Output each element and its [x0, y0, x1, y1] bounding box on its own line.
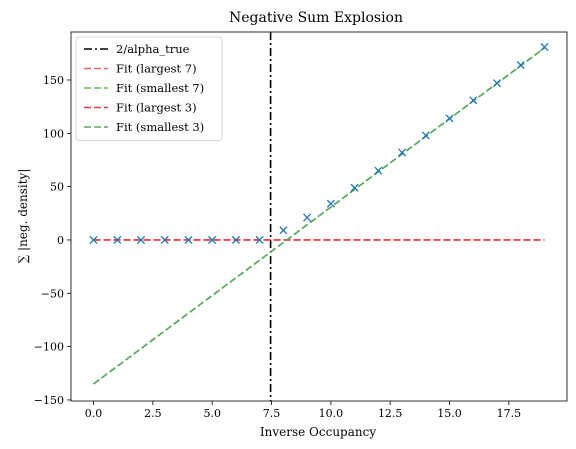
x-tick-label: 5.0 — [203, 407, 221, 420]
data-point — [350, 183, 359, 192]
data-point-stroke — [398, 148, 407, 157]
legend-label: Fit (smallest 3) — [116, 120, 204, 134]
x-tick-label: 0.0 — [85, 407, 103, 420]
legend-item: 2/alpha_true — [84, 42, 190, 56]
y-tick-label: 100 — [43, 127, 64, 140]
data-point — [89, 235, 98, 245]
legend-item: Fit (smallest 3) — [84, 120, 204, 134]
data-point — [398, 148, 407, 157]
series-line-5 — [93, 47, 545, 385]
y-tick-label: −150 — [34, 394, 64, 407]
plot-frame — [70, 31, 568, 402]
data-point-stroke — [445, 114, 454, 123]
data-point — [255, 235, 264, 245]
x-axis-label: Inverse Occupancy — [260, 425, 376, 439]
data-point-stroke — [516, 61, 525, 70]
data-point — [326, 199, 335, 208]
y-axis-label: ∑ |neg. density| — [16, 169, 30, 264]
data-point-stroke — [231, 235, 240, 245]
data-point-stroke — [160, 235, 169, 245]
data-point-stroke — [136, 235, 146, 245]
data-point — [136, 235, 146, 245]
data-point-stroke — [540, 42, 549, 51]
legend: 2/alpha_true Fit (largest 7) Fit (smallest… — [75, 36, 223, 141]
data-point — [208, 235, 217, 245]
chart-title: Negative Sum Explosion — [229, 10, 403, 26]
data-point — [160, 235, 169, 245]
data-point-stroke — [184, 235, 193, 245]
data-point — [469, 96, 478, 105]
y-tick-label: 150 — [43, 74, 64, 87]
x-tick-label: 2.5 — [144, 407, 162, 420]
data-point-stroke — [492, 79, 502, 88]
y-tick-label: 0 — [57, 234, 64, 247]
data-point — [303, 213, 312, 222]
data-point-stroke — [469, 96, 478, 105]
data-point-stroke — [208, 235, 217, 245]
y-tick-label: −50 — [41, 287, 64, 300]
x-tick-label: 15.0 — [437, 407, 462, 420]
data-point — [421, 131, 430, 140]
data-point-stroke — [350, 183, 359, 192]
plot-area — [89, 32, 549, 401]
data-point-stroke — [421, 131, 430, 140]
data-point-stroke — [326, 199, 335, 208]
data-point-stroke — [255, 235, 264, 245]
data-point-stroke — [89, 235, 98, 245]
legend-label: Fit (largest 3) — [116, 101, 197, 115]
data-point — [113, 235, 122, 245]
data-point — [231, 235, 240, 245]
data-point-stroke — [279, 226, 288, 235]
data-point — [279, 226, 288, 235]
data-point-stroke — [113, 235, 122, 245]
data-point — [540, 42, 549, 51]
legend-label: Fit (smallest 7) — [116, 81, 204, 95]
y-axis: −150 −100 −50 0 50 100 150 — [34, 74, 71, 407]
data-point — [374, 166, 383, 175]
data-point-stroke — [303, 213, 312, 222]
legend-label: 2/alpha_true — [116, 42, 190, 56]
x-tick-label: 7.5 — [263, 407, 281, 420]
legend-item: Fit (smallest 7) — [84, 81, 204, 95]
x-tick-label: 17.5 — [497, 407, 522, 420]
y-tick-label: 50 — [50, 181, 64, 194]
x-axis: 0.0 2.5 5.0 7.5 10.0 12.5 15.0 17.5 — [85, 401, 521, 420]
data-point-stroke — [374, 166, 383, 175]
legend-box — [75, 36, 223, 141]
x-tick-label: 12.5 — [378, 407, 403, 420]
y-tick-label: −100 — [34, 341, 64, 354]
legend-item: Fit (largest 3) — [84, 101, 197, 115]
x-tick-label: 10.0 — [319, 407, 344, 420]
data-point — [516, 61, 525, 70]
legend-item: Fit (largest 7) — [84, 62, 197, 76]
data-point — [445, 114, 454, 123]
data-point — [184, 235, 193, 245]
data-point — [492, 79, 502, 88]
legend-label: Fit (largest 7) — [116, 62, 197, 76]
